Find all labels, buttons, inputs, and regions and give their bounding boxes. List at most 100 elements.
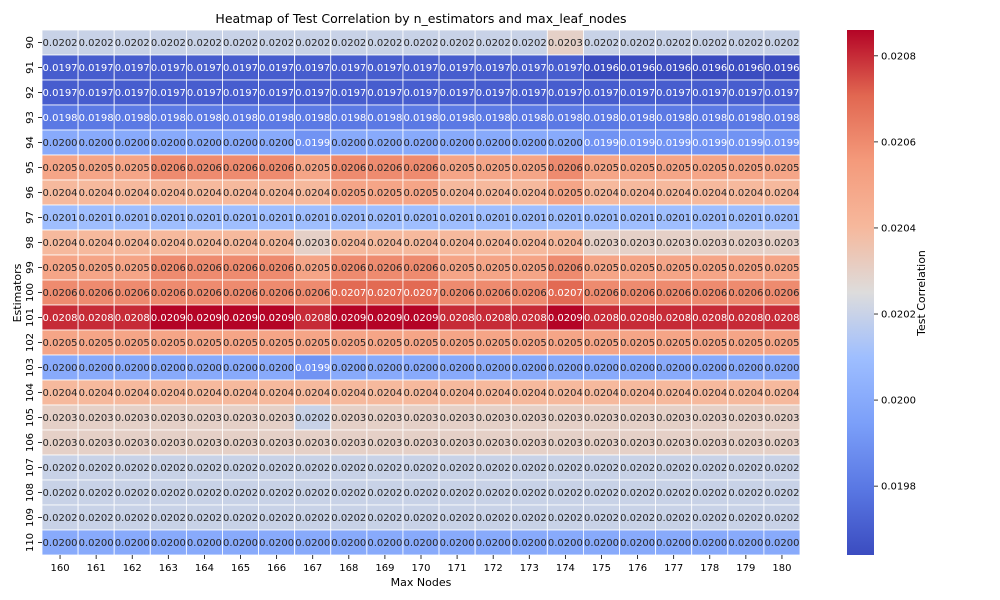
heatmap-cell [41, 129, 79, 156]
cell-value-label: 0.0201 [512, 213, 547, 224]
cell-value-label: 0.0202 [512, 513, 547, 524]
cell-value-label: 0.0201 [620, 213, 655, 224]
cell-value-label: 0.0197 [367, 63, 402, 74]
x-tick-label: 161 [87, 563, 106, 574]
heatmap-cell [366, 29, 404, 56]
cell-value-label: 0.0202 [692, 38, 727, 49]
heatmap-cell [366, 229, 404, 256]
cell-value-label: 0.0209 [331, 313, 366, 324]
x-tick-label: 167 [303, 563, 322, 574]
cell-value-label: 0.0202 [151, 463, 186, 474]
cell-value-label: 0.0206 [692, 288, 727, 299]
cell-value-label: 0.0206 [79, 288, 114, 299]
cell-value-label: 0.0202 [764, 463, 799, 474]
cell-value-label: 0.0198 [548, 113, 583, 124]
cell-value-label: 0.0204 [620, 188, 655, 199]
y-axis-ticks: 90 91 92 93 94 95 96 97 98 99 100 101 102 103 104 105 10… [25, 36, 42, 552]
heatmap-cell [583, 429, 620, 456]
cell-value-label: 0.0198 [728, 113, 763, 124]
heatmap-cell [149, 129, 187, 156]
cell-value-label: 0.0197 [620, 88, 655, 99]
heatmap-cell [149, 379, 187, 406]
heatmap-cell [258, 329, 296, 356]
heatmap-cell [546, 279, 584, 306]
cell-value-label: 0.0205 [115, 163, 150, 174]
heatmap-cell [402, 79, 440, 106]
cell-value-label: 0.0209 [367, 313, 402, 324]
cell-value-label: 0.0201 [79, 213, 114, 224]
cell-value-label: 0.0206 [187, 288, 222, 299]
heatmap-cell [222, 454, 259, 481]
cell-value-label: 0.0200 [728, 538, 763, 549]
cell-value-label: 0.0204 [728, 188, 763, 199]
cell-value-label: 0.0209 [151, 313, 186, 324]
cell-value-label: 0.0197 [223, 63, 258, 74]
y-tick-label: 98 [25, 236, 36, 249]
cell-value-label: 0.0200 [764, 538, 799, 549]
cell-value-label: 0.0203 [223, 438, 258, 449]
cell-value-label: 0.0202 [692, 463, 727, 474]
cell-value-label: 0.0200 [79, 138, 114, 149]
cell-value-label: 0.0202 [223, 38, 258, 49]
cell-value-label: 0.0202 [476, 513, 511, 524]
cell-value-label: 0.0200 [584, 538, 619, 549]
x-tick-label: 176 [628, 563, 647, 574]
cell-value-label: 0.0199 [295, 138, 330, 149]
heatmap-cell [474, 154, 512, 181]
heatmap-cell [41, 529, 79, 556]
heatmap-cell [330, 279, 368, 306]
cell-value-label: 0.0202 [404, 38, 439, 49]
cell-value-label: 0.0206 [223, 163, 258, 174]
heatmap-cell [149, 329, 187, 356]
cell-value-label: 0.0208 [476, 313, 511, 324]
cell-value-label: 0.0203 [476, 438, 511, 449]
cell-value-label: 0.0206 [440, 288, 475, 299]
heatmap-cell [185, 354, 223, 381]
cell-value-label: 0.0205 [620, 163, 655, 174]
cell-value-label: 0.0204 [404, 238, 439, 249]
cell-value-label: 0.0204 [331, 388, 366, 399]
cell-value-label: 0.0199 [764, 138, 799, 149]
x-tick-label: 179 [736, 563, 755, 574]
heatmap-cell [149, 79, 187, 106]
cell-value-label: 0.0205 [728, 163, 763, 174]
cell-value-label: 0.0201 [764, 213, 799, 224]
x-tick-label: 180 [772, 563, 791, 574]
heatmap-cell [294, 529, 332, 556]
cell-value-label: 0.0203 [440, 413, 475, 424]
cell-value-label: 0.0200 [259, 538, 294, 549]
cell-value-label: 0.0206 [764, 288, 799, 299]
cell-value-label: 0.0203 [728, 438, 763, 449]
heatmap-cell [258, 279, 296, 306]
heatmap-cell [655, 304, 693, 331]
cell-value-label: 0.0202 [404, 463, 439, 474]
cell-value-label: 0.0202 [367, 463, 402, 474]
cell-value-label: 0.0204 [43, 188, 78, 199]
cell-value-label: 0.0203 [728, 238, 763, 249]
cell-value-label: 0.0202 [440, 463, 475, 474]
cell-value-label: 0.0205 [331, 188, 366, 199]
colorbar-tick-label: 0.0204 [881, 223, 916, 234]
cell-value-label: 0.0202 [764, 38, 799, 49]
cell-value-label: 0.0202 [295, 413, 330, 424]
cell-value-label: 0.0206 [548, 263, 583, 274]
cell-value-label: 0.0205 [43, 163, 78, 174]
y-tick-label: 93 [25, 111, 36, 124]
heatmap-cell [222, 279, 259, 306]
heatmap-cell [222, 329, 259, 356]
cell-value-label: 0.0198 [404, 113, 439, 124]
heatmap-cell [546, 154, 584, 181]
heatmap-cell [438, 354, 476, 381]
heatmap-cell [727, 279, 765, 306]
heatmap-cell [402, 104, 440, 131]
heatmap-cell [438, 104, 476, 131]
heatmap-cell [691, 304, 729, 331]
cell-value-label: 0.0203 [512, 413, 547, 424]
cell-value-label: 0.0202 [43, 38, 78, 49]
cell-value-label: 0.0200 [440, 538, 475, 549]
heatmap-cell [619, 179, 657, 206]
heatmap-cell [583, 529, 620, 556]
cell-value-label: 0.0204 [440, 388, 475, 399]
cell-value-label: 0.0205 [620, 263, 655, 274]
